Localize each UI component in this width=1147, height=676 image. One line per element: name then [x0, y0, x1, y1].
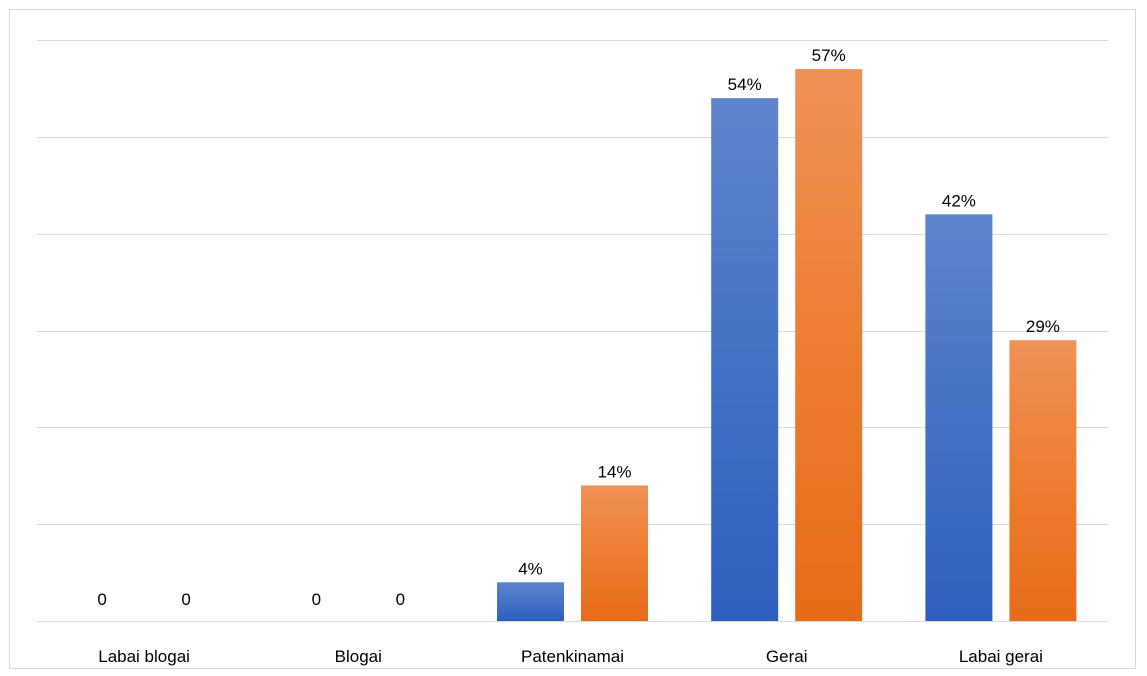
bar-series-1-4 [925, 214, 993, 622]
bar-series-2-2 [581, 485, 648, 621]
data-label-series-1-1: 0 [312, 590, 321, 609]
x-tick-label: Blogai [335, 647, 382, 666]
x-tick-label: Labai gerai [959, 647, 1043, 666]
bars [497, 69, 1077, 622]
bar-series-1-3 [711, 98, 779, 622]
bar-series-2-3 [795, 69, 863, 622]
data-label-series-1-2: 4% [518, 559, 543, 578]
x-axis-tick-labels: Labai blogai Blogai Patenkinamai Gerai Labai… [98, 647, 1043, 666]
data-label-series-2-0: 0 [181, 590, 190, 609]
x-tick-label: Gerai [766, 647, 808, 666]
x-tick-label: Patenkinamai [521, 647, 624, 666]
data-label-series-1-3: 54% [728, 75, 762, 94]
data-label-series-1-4: 42% [942, 191, 976, 210]
bar-series-1-2 [497, 582, 564, 621]
data-labels: 0 0 0 0 4% 14% 54% 57% 42% 29% [97, 46, 1060, 609]
bar-series-2-4 [1009, 340, 1077, 621]
data-label-series-2-2: 14% [597, 462, 631, 481]
data-label-series-1-0: 0 [97, 590, 106, 609]
data-label-series-2-1: 0 [396, 590, 405, 609]
data-label-series-2-3: 57% [812, 46, 846, 65]
x-tick-label: Labai blogai [98, 647, 190, 666]
data-label-series-2-4: 29% [1026, 317, 1060, 336]
